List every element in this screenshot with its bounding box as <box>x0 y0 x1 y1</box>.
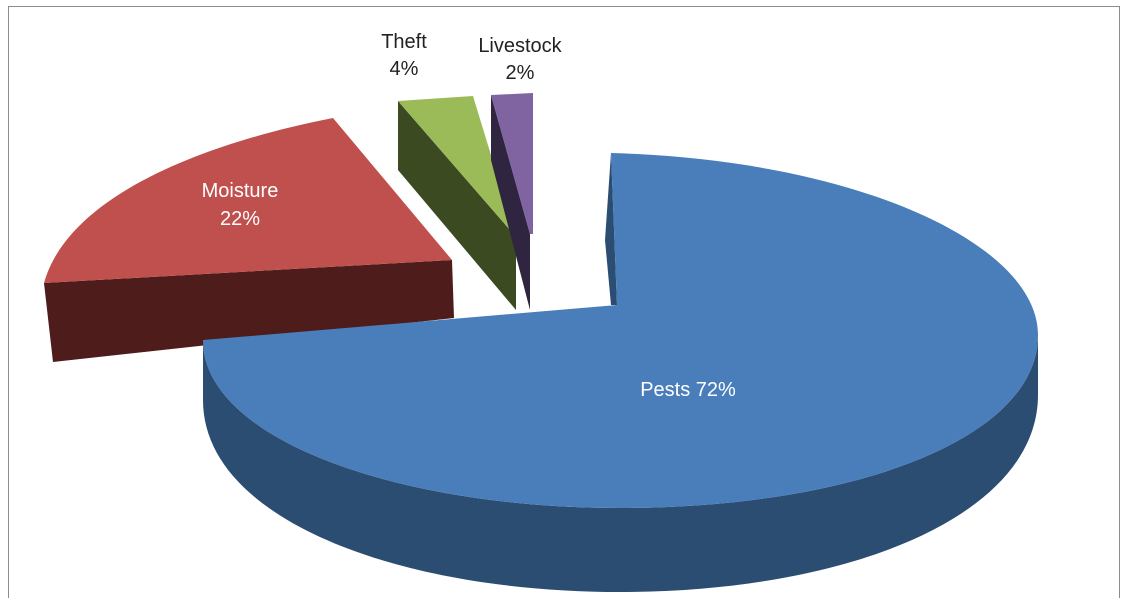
slice-moisture-top <box>44 118 452 283</box>
slice-livestock <box>491 93 533 310</box>
slice-livestock-top <box>491 93 533 234</box>
label-livestock-pct: 2% <box>506 62 535 84</box>
slice-moisture-side <box>44 260 454 362</box>
label-pests: Pests 72% <box>640 379 736 401</box>
slice-theft <box>398 96 516 310</box>
chart-frame <box>8 6 1120 598</box>
label-theft-name: Theft <box>381 31 427 53</box>
slice-pests-top <box>203 153 1038 508</box>
label-moisture-pct: 22% <box>220 208 260 230</box>
slice-pests-inner-edge <box>605 153 617 305</box>
slice-theft-side <box>398 101 516 310</box>
slice-moisture <box>44 118 454 362</box>
label-theft-pct: 4% <box>390 58 419 80</box>
slice-pests-side <box>203 335 1038 592</box>
label-livestock-name: Livestock <box>478 35 562 57</box>
slice-pests <box>203 153 1038 592</box>
slice-livestock-side <box>491 95 530 310</box>
label-moisture-name: Moisture <box>202 180 279 202</box>
slice-theft-top <box>398 96 516 237</box>
